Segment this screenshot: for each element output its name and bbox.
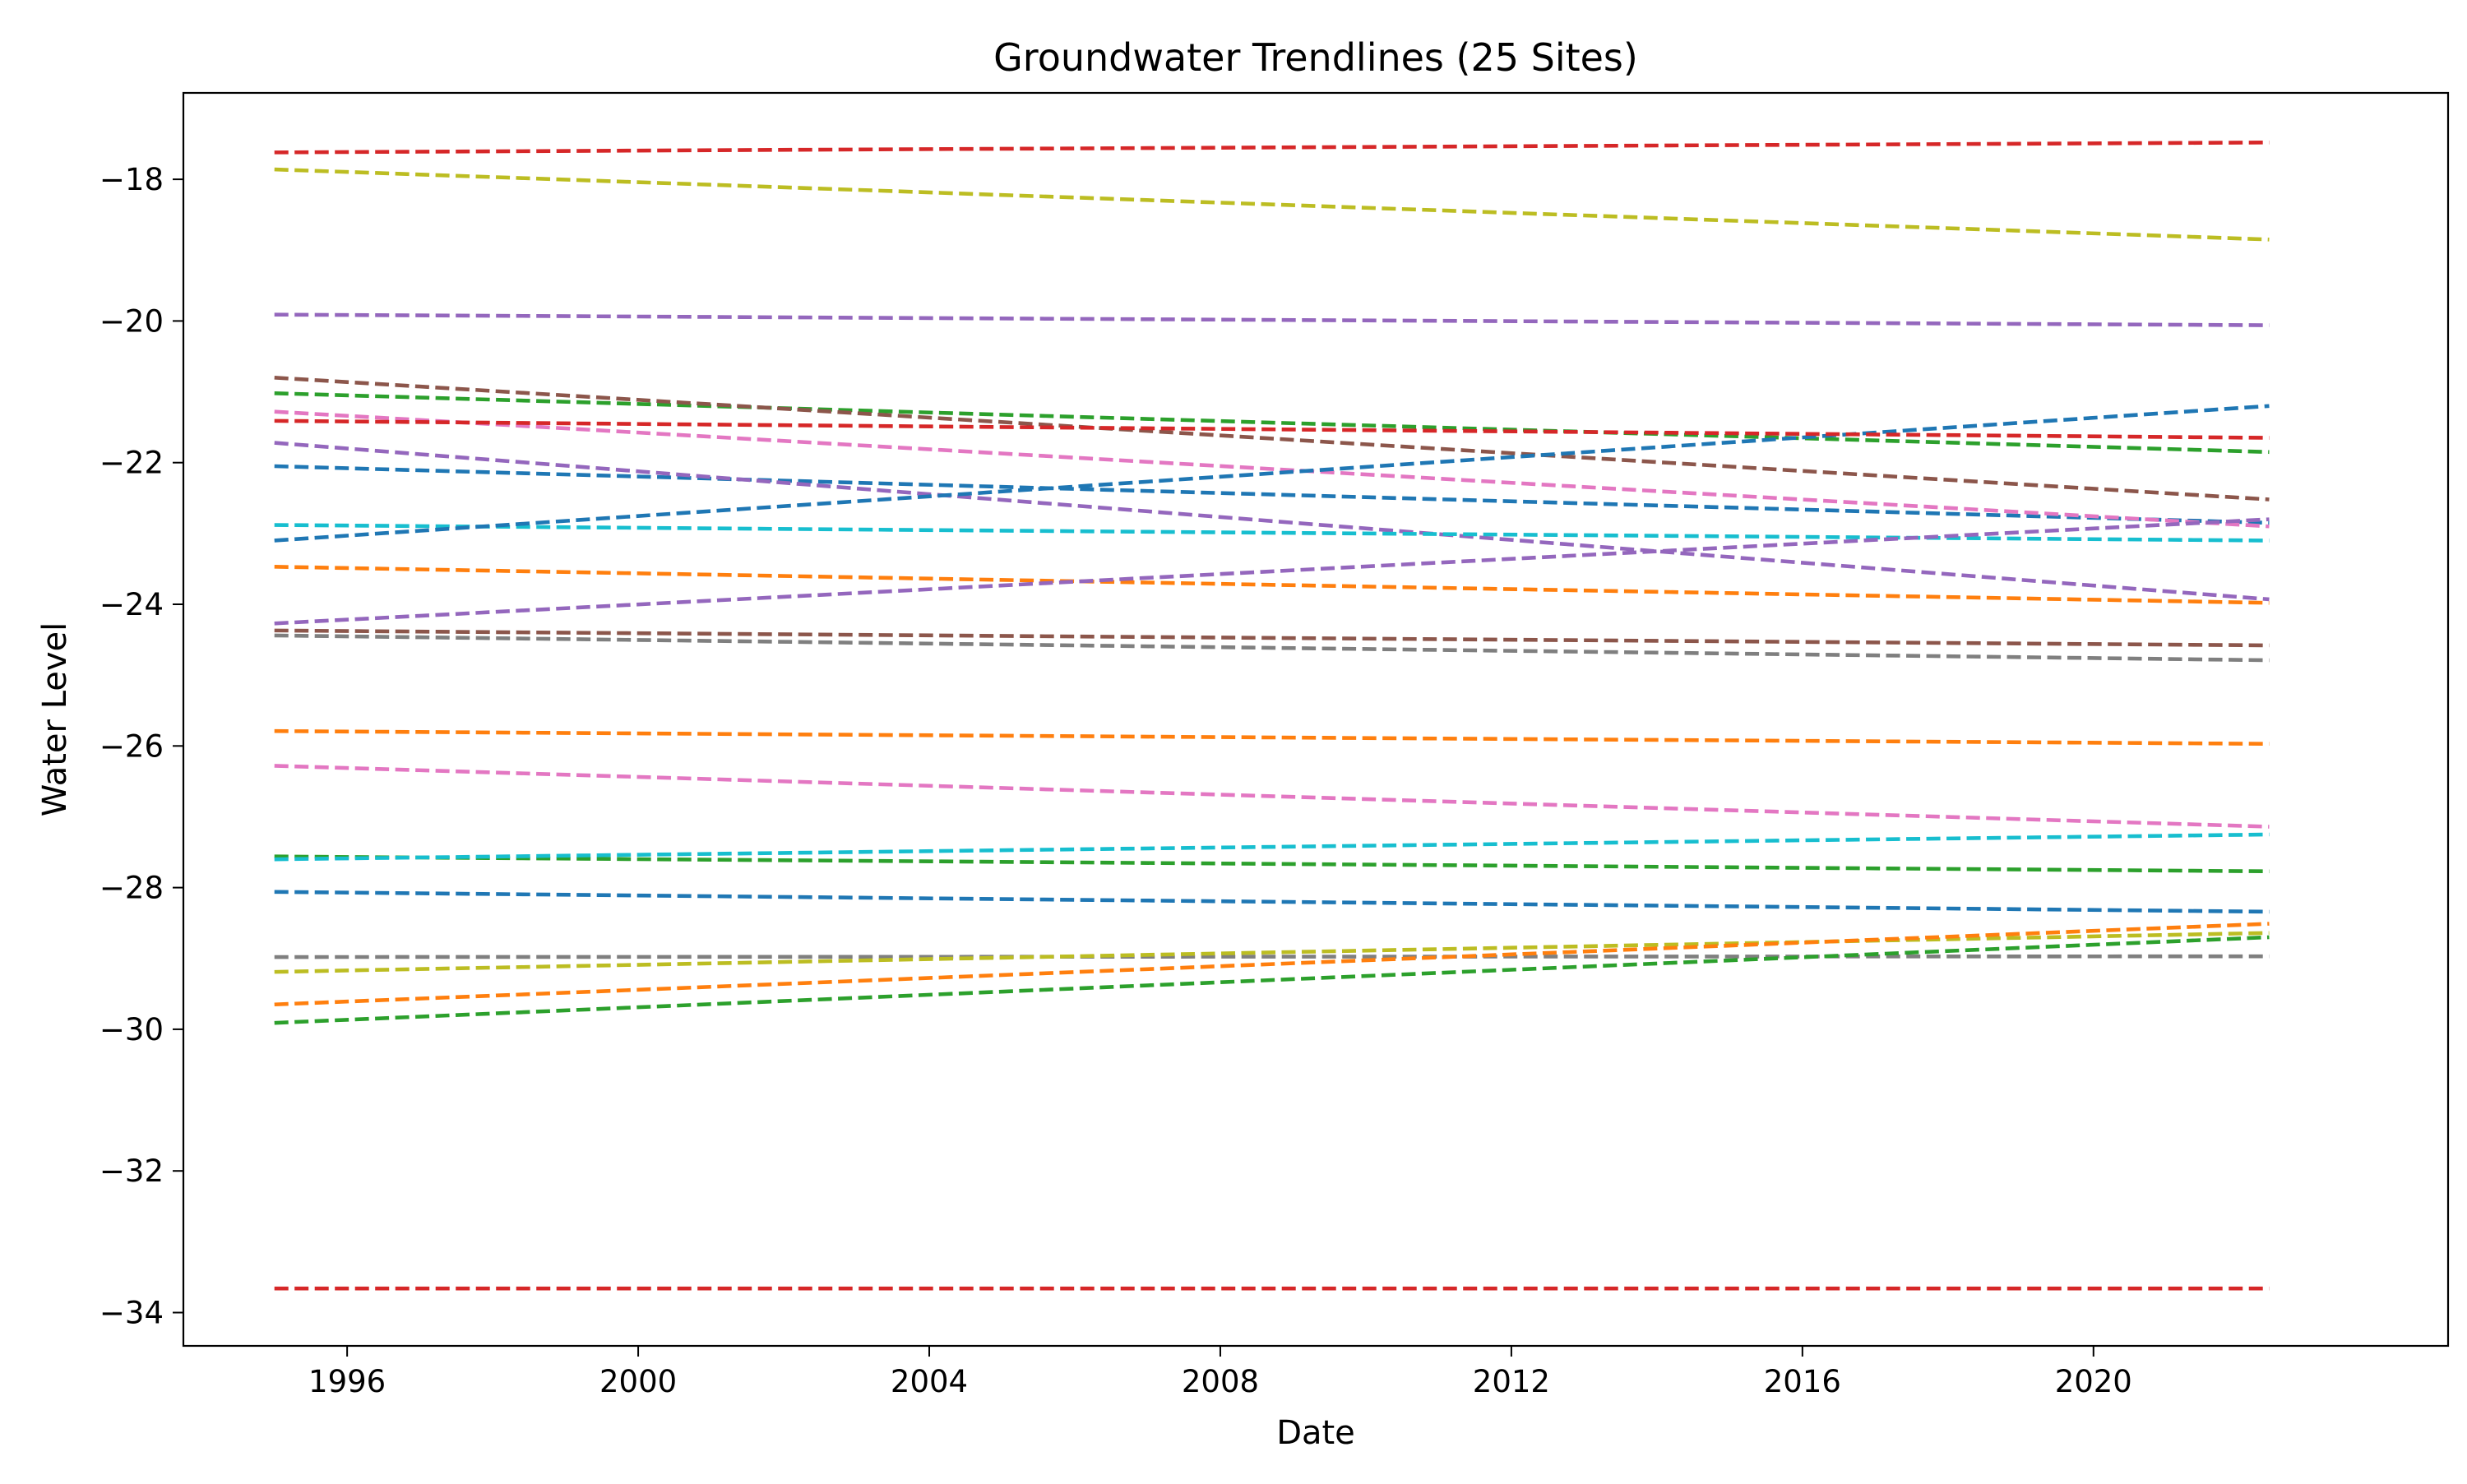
y-tick-label: −28: [100, 871, 164, 906]
series-line: [274, 464, 2270, 525]
series-line: [274, 931, 2270, 974]
chart-title: Groundwater Trendlines (25 Sites): [993, 35, 1638, 80]
y-tick-label: −22: [100, 446, 164, 481]
y-axis-label: Water Level: [36, 622, 74, 817]
series-line: [274, 728, 2270, 747]
series-line: [274, 409, 2270, 529]
x-tick-label: 2016: [1764, 1364, 1841, 1399]
series-line: [274, 633, 2270, 663]
series-line: [274, 376, 2270, 502]
series-line: [274, 404, 2270, 543]
x-tick-label: 2012: [1473, 1364, 1550, 1399]
series-line: [274, 628, 2270, 648]
series-line: [274, 954, 2270, 959]
y-tick-label: −30: [100, 1012, 164, 1047]
series-line: [274, 391, 2270, 455]
series-line: [274, 832, 2270, 862]
series-line: [274, 418, 2270, 440]
series-line: [274, 312, 2270, 327]
series-line: [274, 890, 2270, 914]
tick-layer: 1996 2000 2004 2008 2012 2016 2020 −18 −20 −22 −24…: [100, 162, 2132, 1399]
series-line: [274, 565, 2270, 605]
series-line: [274, 167, 2270, 242]
y-tick-label: −34: [100, 1296, 164, 1331]
series-line: [274, 922, 2270, 1007]
series-line: [274, 935, 2270, 1025]
x-tick-label: 1996: [308, 1364, 386, 1399]
y-tick-label: −18: [100, 162, 164, 197]
series-line: [274, 854, 2270, 874]
series-line: [274, 441, 2270, 602]
series-layer: [274, 141, 2270, 1291]
y-tick-label: −20: [100, 303, 164, 339]
series-line: [274, 764, 2270, 829]
y-tick-label: −24: [100, 587, 164, 622]
x-tick-label: 2004: [891, 1364, 968, 1399]
y-tick-label: −26: [100, 728, 164, 764]
series-line: [274, 517, 2270, 626]
x-tick-label: 2008: [1182, 1364, 1259, 1399]
x-axis-label: Date: [1276, 1414, 1355, 1452]
x-tick-label: 2000: [599, 1364, 677, 1399]
y-tick-label: −32: [100, 1153, 164, 1189]
plot-frame: [182, 91, 2450, 1348]
x-tick-label: 2020: [2055, 1364, 2132, 1399]
series-line: [274, 141, 2270, 155]
